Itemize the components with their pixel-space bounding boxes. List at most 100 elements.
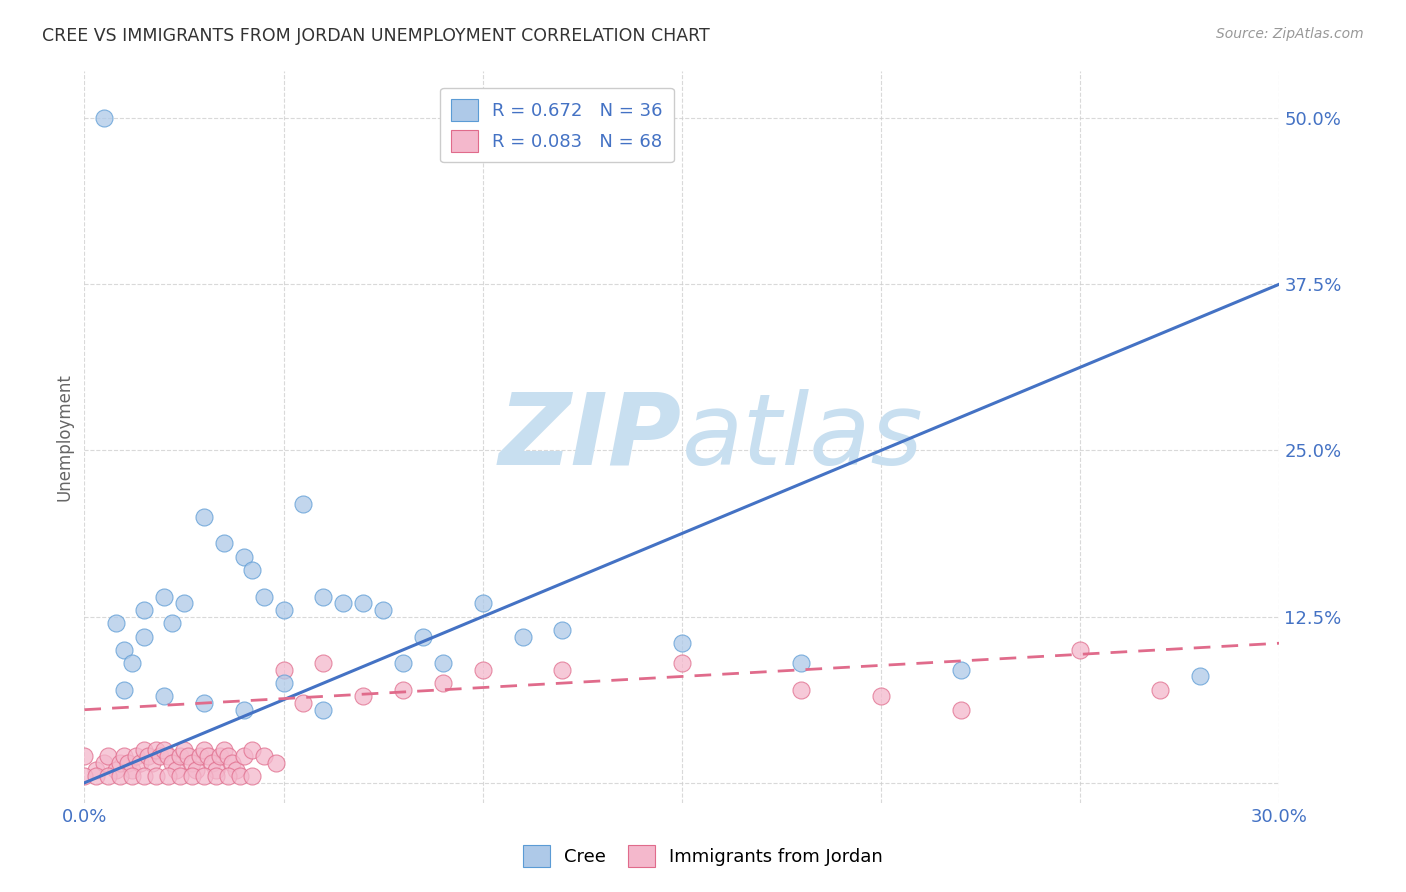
Point xyxy=(193,696,215,710)
Point xyxy=(193,742,215,756)
Point xyxy=(184,763,207,777)
Point xyxy=(149,749,172,764)
Point xyxy=(86,769,108,783)
Point xyxy=(153,590,176,604)
Legend: R = 0.672   N = 36, R = 0.083   N = 68: R = 0.672 N = 36, R = 0.083 N = 68 xyxy=(440,87,673,162)
Point xyxy=(373,603,395,617)
Point xyxy=(212,742,235,756)
Point xyxy=(117,756,139,770)
Point xyxy=(671,656,693,670)
Point xyxy=(125,749,148,764)
Point xyxy=(273,603,295,617)
Point xyxy=(160,756,183,770)
Point xyxy=(97,769,120,783)
Point xyxy=(432,656,454,670)
Point xyxy=(105,763,128,777)
Point xyxy=(132,603,156,617)
Point xyxy=(949,663,972,677)
Point xyxy=(949,703,972,717)
Point xyxy=(225,763,247,777)
Point xyxy=(512,630,534,644)
Point xyxy=(551,623,574,637)
Point xyxy=(97,749,120,764)
Point xyxy=(352,596,374,610)
Point xyxy=(253,590,276,604)
Point xyxy=(132,742,156,756)
Point xyxy=(312,590,335,604)
Point xyxy=(790,656,813,670)
Point xyxy=(870,690,893,704)
Point xyxy=(312,656,335,670)
Point xyxy=(153,690,176,704)
Text: ZIP: ZIP xyxy=(499,389,682,485)
Point xyxy=(229,769,252,783)
Point xyxy=(212,536,235,550)
Point xyxy=(217,749,239,764)
Text: CREE VS IMMIGRANTS FROM JORDAN UNEMPLOYMENT CORRELATION CHART: CREE VS IMMIGRANTS FROM JORDAN UNEMPLOYM… xyxy=(42,27,710,45)
Point xyxy=(292,696,315,710)
Point xyxy=(232,549,254,564)
Point xyxy=(145,742,167,756)
Point xyxy=(169,769,191,783)
Point xyxy=(165,763,187,777)
Point xyxy=(201,756,224,770)
Point xyxy=(208,749,231,764)
Point xyxy=(332,596,354,610)
Point xyxy=(188,749,211,764)
Point xyxy=(136,749,159,764)
Point xyxy=(471,663,494,677)
Point xyxy=(177,749,200,764)
Point xyxy=(93,111,115,125)
Point xyxy=(93,756,115,770)
Point xyxy=(132,769,156,783)
Point xyxy=(110,769,132,783)
Point xyxy=(671,636,693,650)
Point xyxy=(145,769,167,783)
Point xyxy=(169,749,191,764)
Point xyxy=(273,663,295,677)
Point xyxy=(292,497,315,511)
Point xyxy=(1069,643,1091,657)
Point xyxy=(221,756,243,770)
Point xyxy=(412,630,434,644)
Text: atlas: atlas xyxy=(682,389,924,485)
Point xyxy=(153,742,176,756)
Point xyxy=(121,656,143,670)
Point xyxy=(141,756,163,770)
Point xyxy=(217,769,239,783)
Point xyxy=(193,509,215,524)
Point xyxy=(181,769,204,783)
Point xyxy=(157,749,180,764)
Point xyxy=(392,656,415,670)
Point xyxy=(551,663,574,677)
Point xyxy=(112,749,135,764)
Point xyxy=(173,742,195,756)
Point xyxy=(121,763,143,777)
Point xyxy=(181,756,204,770)
Point xyxy=(205,769,228,783)
Point xyxy=(273,676,295,690)
Point xyxy=(105,616,128,631)
Point xyxy=(312,703,335,717)
Point xyxy=(352,690,374,704)
Point xyxy=(1188,669,1211,683)
Point xyxy=(73,769,96,783)
Point xyxy=(173,596,195,610)
Point xyxy=(240,769,263,783)
Point xyxy=(471,596,494,610)
Point xyxy=(86,763,108,777)
Point xyxy=(232,703,254,717)
Point xyxy=(240,742,263,756)
Point xyxy=(121,769,143,783)
Point xyxy=(432,676,454,690)
Y-axis label: Unemployment: Unemployment xyxy=(55,373,73,501)
Point xyxy=(160,616,183,631)
Point xyxy=(129,756,152,770)
Legend: Cree, Immigrants from Jordan: Cree, Immigrants from Jordan xyxy=(516,838,890,874)
Point xyxy=(193,769,215,783)
Point xyxy=(392,682,415,697)
Point xyxy=(253,749,276,764)
Point xyxy=(110,756,132,770)
Point xyxy=(112,682,135,697)
Point xyxy=(205,763,228,777)
